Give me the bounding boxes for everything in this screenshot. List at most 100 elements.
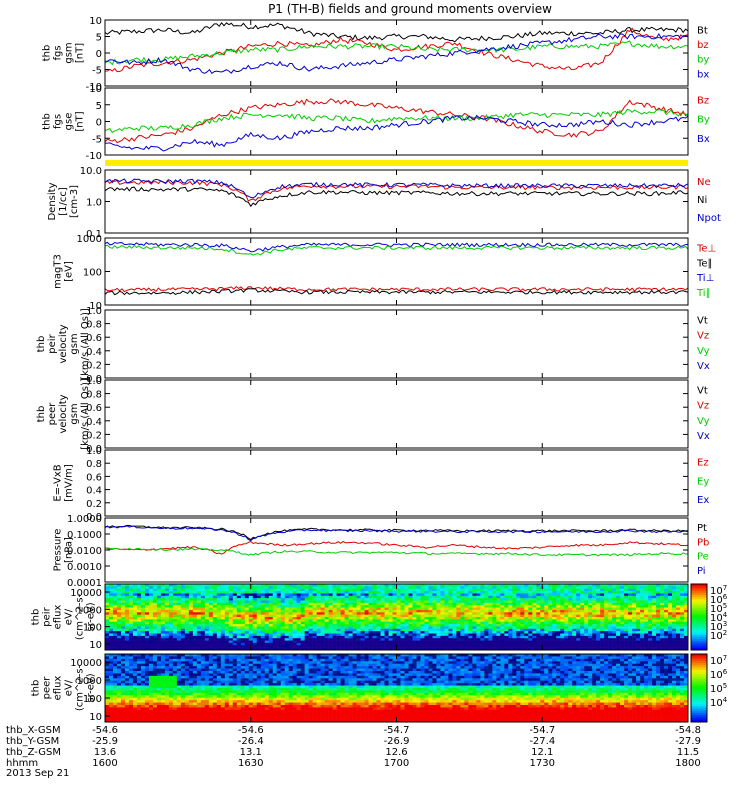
- spectrogram-cell: [264, 593, 270, 597]
- panel-ytick-label: 10: [89, 16, 102, 27]
- spectrogram-cell: [484, 607, 489, 611]
- colorbar-step: [691, 595, 707, 598]
- spectrogram-cell: [344, 586, 349, 590]
- spectrogram-cell: [128, 635, 134, 639]
- spectrogram-cell: [576, 593, 581, 597]
- spectrogram-cell: [572, 586, 577, 590]
- spectrogram-cell: [136, 607, 142, 611]
- spectrogram-cell: [256, 617, 262, 620]
- spectrogram-cell: [236, 602, 242, 606]
- spectrogram-cell: [660, 628, 665, 632]
- spectrogram-cell: [508, 633, 513, 637]
- spectrogram-cell: [660, 624, 665, 627]
- spectrogram-cell: [236, 631, 242, 634]
- spectrogram-cell: [664, 607, 669, 611]
- spectrogram-cell: [172, 586, 178, 590]
- spectrogram-cell: [404, 619, 409, 623]
- spectrogram-cell: [152, 624, 158, 627]
- spectrogram-cell: [180, 633, 186, 637]
- spectrogram-cell: [224, 619, 230, 623]
- spectrogram-cell: [472, 584, 477, 587]
- spectrogram-cell: [652, 617, 657, 620]
- spectrogram-cell: [640, 626, 645, 630]
- plot-title: P1 (TH-B) fields and ground moments over…: [268, 2, 552, 16]
- spectrogram-cell: [248, 595, 254, 599]
- spectrogram-cell: [608, 605, 613, 608]
- spectrogram-cell: [636, 635, 641, 639]
- spectrogram-cell: [676, 633, 681, 637]
- spectrogram-cell: [664, 588, 669, 592]
- spectrogram-cell: [364, 612, 369, 615]
- spectrogram-cell: [252, 595, 258, 599]
- spectrogram-cell: [640, 617, 645, 620]
- spectrogram-cell: [580, 631, 585, 634]
- spectrogram-cell: [540, 661, 545, 665]
- spectrogram-cell: [108, 588, 114, 592]
- spectrogram-cell: [556, 658, 561, 662]
- spectrogram-cell: [664, 635, 669, 639]
- spectrogram-cell: [456, 584, 461, 587]
- spectrogram-cell: [476, 607, 481, 611]
- spectrogram-cell: [312, 591, 317, 594]
- spectrogram-cell: [156, 621, 162, 625]
- spectrogram-cell: [524, 598, 529, 601]
- spectrogram-cell: [372, 658, 377, 662]
- spectrogram-cell: [632, 584, 637, 587]
- spectrogram-cell: [180, 600, 186, 604]
- spectrogram-cell: [684, 638, 689, 641]
- spectrogram-cell: [300, 626, 305, 630]
- spectrogram-cell: [105, 598, 110, 601]
- spectrogram-cell: [188, 588, 194, 592]
- spectrogram-cell: [608, 588, 613, 592]
- spectrogram-cell: [664, 609, 669, 613]
- spectrogram-cell: [128, 607, 134, 611]
- spectrogram-cell: [680, 635, 685, 639]
- spectrogram-cell: [196, 614, 202, 618]
- spectrogram-cell: [544, 619, 549, 623]
- spectrogram-cell: [264, 598, 270, 601]
- spectrogram-cell: [672, 617, 677, 620]
- spectrogram-cell: [184, 661, 190, 665]
- spectrogram-cell: [460, 656, 465, 660]
- spectrogram-cell: [504, 586, 509, 590]
- spectrogram-cell: [652, 647, 657, 651]
- spectrogram-cell: [572, 628, 577, 632]
- spectrogram-cell: [496, 614, 501, 618]
- spectrogram-cell: [356, 631, 361, 634]
- spectrogram-cell: [436, 617, 441, 620]
- spectrogram-cell: [288, 593, 293, 597]
- spectrogram-cell: [292, 654, 297, 657]
- spectrogram-cell: [352, 609, 357, 613]
- spectrogram-cell: [124, 638, 130, 641]
- spectrogram-cell: [284, 605, 289, 608]
- spectrogram-cell: [468, 661, 473, 665]
- spectrogram-cell: [432, 656, 437, 660]
- spectrogram-cell: [512, 621, 517, 625]
- spectrogram-cell: [200, 598, 206, 601]
- spectrogram-cell: [416, 621, 421, 625]
- spectrogram-cell: [672, 654, 677, 657]
- spectrogram-cell: [152, 658, 158, 662]
- spectrogram-cell: [600, 621, 605, 625]
- spectrogram-cell: [496, 628, 501, 632]
- spectrogram-cell: [660, 605, 665, 608]
- spectrogram-cell: [380, 645, 385, 648]
- spectrogram-cell: [228, 593, 234, 597]
- spectrogram-cell: [360, 593, 365, 597]
- spectrogram-cell: [344, 645, 349, 648]
- spectrogram-cell: [496, 584, 501, 587]
- spectrogram-cell: [400, 607, 405, 611]
- spectrogram-cell: [612, 624, 617, 627]
- spectrogram-cell: [592, 656, 597, 660]
- spectrogram-cell: [584, 612, 589, 615]
- spectrogram-cell: [648, 635, 653, 639]
- spectrogram-cell: [608, 624, 613, 627]
- spectrogram-cell: [132, 624, 138, 627]
- spectrogram-cell: [564, 591, 569, 594]
- spectrogram-cell: [376, 598, 381, 601]
- spectrogram-cell: [436, 602, 441, 606]
- spectrogram-cell: [672, 638, 677, 641]
- spectrogram-cell: [664, 600, 669, 604]
- panel-ylabel: [cm-3]: [69, 185, 80, 218]
- spectrogram-cell: [172, 605, 178, 608]
